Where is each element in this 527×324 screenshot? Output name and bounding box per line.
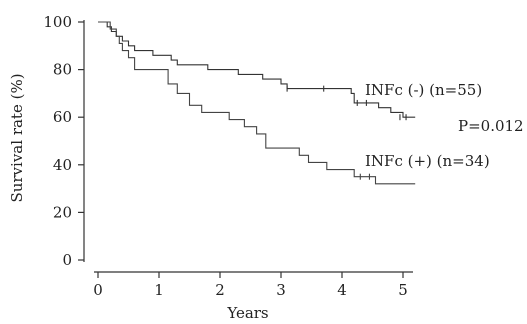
x-tick-label: 1 [154,281,164,299]
annotation-infc-negative: INFc (-) (n=55) [365,81,482,99]
series-layer [98,21,416,185]
x-tick-label: 4 [337,281,347,299]
series-line-infc-positive [98,21,416,185]
x-tick-label: 5 [398,281,408,299]
x-tick-label: 0 [93,281,103,299]
axes: 0 20 40 60 80 100 0 1 2 3 4 5 [43,13,413,299]
y-tick-label: 40 [53,156,72,174]
annotation-p-value: P=0.012 [458,117,524,135]
x-tick-label: 2 [215,281,225,299]
annotation-infc-positive: INFc (+) (n=34) [365,152,490,170]
x-axis-title: Years [226,304,268,322]
y-tick-label: 80 [53,61,72,79]
y-tick-label: 20 [53,203,72,221]
y-tick-label: 100 [43,13,72,31]
y-tick-label: 0 [62,251,72,269]
x-tick-label: 3 [276,281,286,299]
y-tick-label: 60 [53,108,72,126]
y-axis-title: Survival rate (%) [8,73,26,202]
